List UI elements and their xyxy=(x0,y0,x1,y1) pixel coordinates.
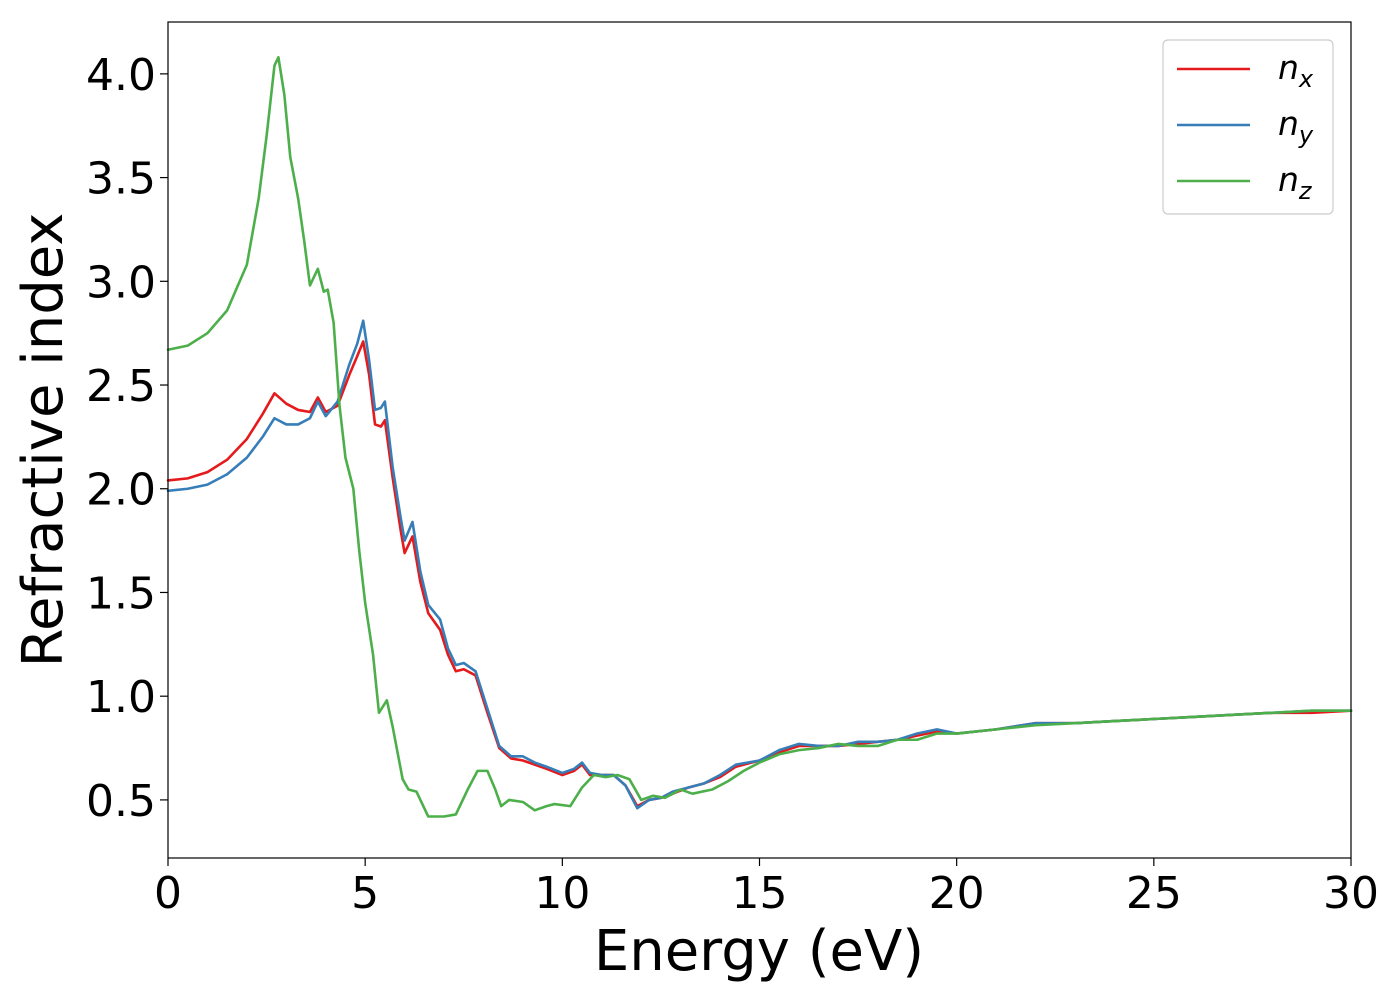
y-tick-label: 3.0 xyxy=(86,257,156,308)
legend-label-ny: ny xyxy=(1278,104,1314,149)
x-tick-label: 0 xyxy=(154,868,182,919)
x-tick-label: 15 xyxy=(732,868,788,919)
series-line-nz xyxy=(166,55,1353,818)
x-axis-label: Energy (eV) xyxy=(594,919,924,984)
series-line-nx xyxy=(166,340,1353,808)
y-axis-label: Refractive index xyxy=(11,213,76,668)
x-tick-label: 5 xyxy=(351,868,379,919)
series-line-ny xyxy=(166,319,1353,810)
x-tick-label: 20 xyxy=(929,868,985,919)
y-tick-label: 2.0 xyxy=(86,465,156,516)
y-tick-label: 1.5 xyxy=(86,568,156,619)
y-tick-label: 4.0 xyxy=(86,50,156,101)
x-axis-ticks: 0 5 10 15 20 25 30 xyxy=(154,858,1379,919)
y-tick-label: 1.0 xyxy=(86,672,156,723)
legend-label-nx: nx xyxy=(1278,48,1314,93)
x-tick-label: 10 xyxy=(534,868,590,919)
y-axis-ticks: 0.5 1.0 1.5 2.0 2.5 3.0 3.5 4.0 xyxy=(86,50,168,827)
legend-box xyxy=(1162,39,1334,215)
y-tick-label: 0.5 xyxy=(86,776,156,827)
y-tick-label: 3.5 xyxy=(86,154,156,205)
x-tick-label: 25 xyxy=(1126,868,1182,919)
legend: nx ny nz xyxy=(1162,39,1334,215)
y-tick-label: 2.5 xyxy=(86,361,156,412)
legend-label-nz: nz xyxy=(1278,160,1313,205)
series-layer xyxy=(166,55,1353,818)
x-tick-label: 30 xyxy=(1323,868,1379,919)
